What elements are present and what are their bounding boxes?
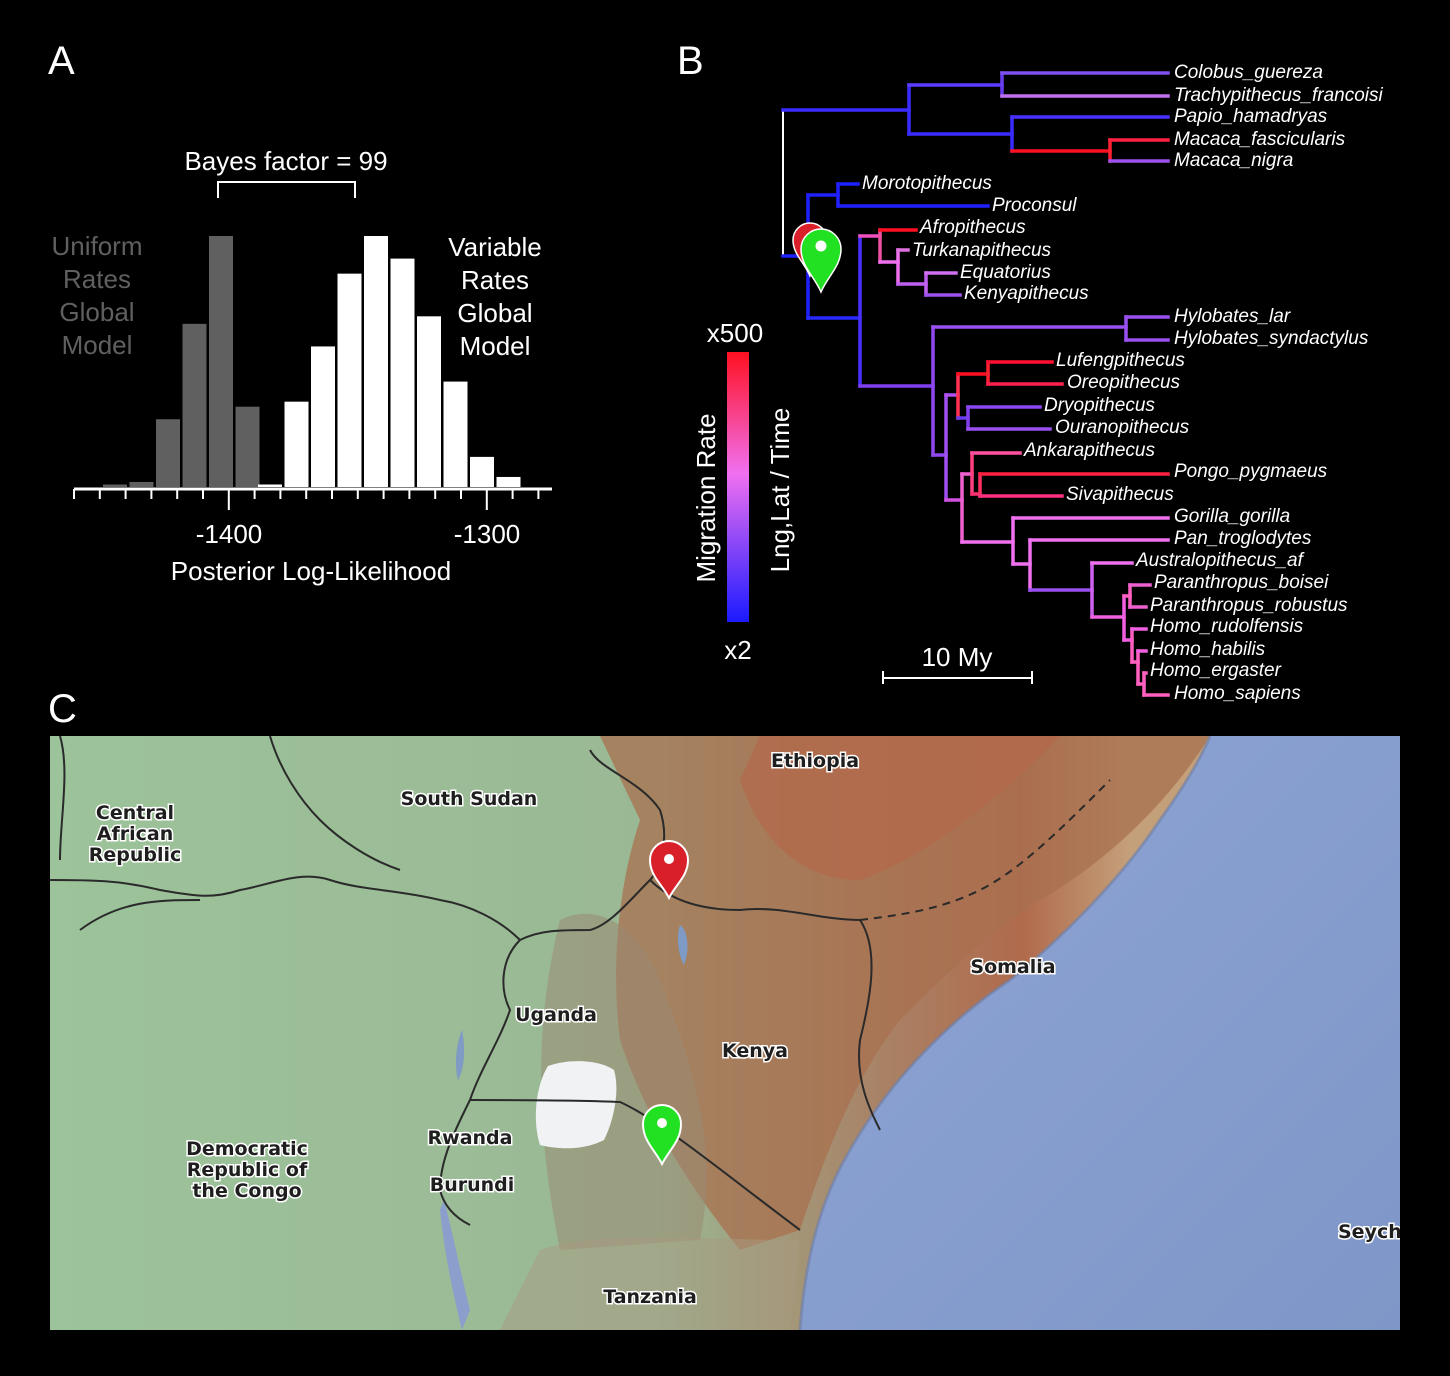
taxon-label: Proconsul: [992, 195, 1077, 216]
map-label-uganda: Uganda: [515, 1004, 597, 1026]
taxon-labels: Colobus_guereza Trachypithecus_francoisi…: [862, 62, 1384, 704]
uniform-bar: [156, 419, 180, 487]
variable-bar: [390, 258, 415, 487]
bayes-bracket: [217, 181, 356, 198]
colorbar: [727, 352, 749, 622]
taxon-label: Paranthropus_robustus: [1150, 595, 1348, 616]
variable-bar: [311, 346, 335, 487]
variable-bars: [258, 236, 521, 487]
uniform-bar: [209, 236, 233, 487]
tree-green-marker-icon: [800, 228, 842, 294]
variable-bar: [417, 316, 441, 487]
taxon-label: Macaca_nigra: [1174, 150, 1293, 171]
lake-victoria: [535, 1061, 617, 1149]
taxon-label: Australopithecus_af: [1135, 550, 1305, 571]
uniform-bar: [129, 481, 154, 487]
taxon-label: Pan_troglodytes: [1174, 528, 1312, 549]
map-label-ethiopia: Ethiopia: [771, 750, 859, 772]
map-label-somalia: Somalia: [970, 956, 1055, 978]
uniform-bar: [103, 484, 127, 487]
taxon-label: Gorilla_gorilla: [1174, 506, 1290, 527]
svg-text:Global: Global: [457, 298, 532, 328]
taxon-label: Lufengpithecus: [1056, 350, 1185, 371]
taxon-label: Homo_rudolfensis: [1150, 616, 1304, 637]
colorbar-title: Migration Rate: [691, 413, 721, 582]
variable-bar: [337, 273, 362, 487]
scale-bar: [882, 671, 1033, 684]
taxon-label: Homo_ergaster: [1150, 660, 1282, 681]
taxon-label: Turkanapithecus: [912, 240, 1052, 261]
variable-bar: [364, 236, 388, 487]
uniform-bar: [182, 323, 207, 487]
panel-c-letter: C: [48, 687, 77, 731]
phylogenetic-tree: [781, 71, 1170, 697]
variable-bar: [470, 456, 494, 487]
taxon-label: Paranthropus_boisei: [1154, 572, 1329, 593]
taxon-label: Ankarapithecus: [1023, 440, 1155, 461]
histogram-chart: -1400 -1300 Posterior Log-Likelihood Bay…: [51, 146, 552, 586]
map-label-burundi: Burundi: [430, 1174, 515, 1196]
svg-text:Model: Model: [62, 330, 133, 360]
taxon-label: Homo_sapiens: [1174, 683, 1301, 704]
colorbar-top-label: x500: [707, 318, 763, 348]
map-label-car-2: African: [97, 823, 173, 845]
taxon-label: Oreopithecus: [1067, 372, 1181, 393]
uniform-bars: [103, 236, 260, 487]
map-label-car-3: Republic: [89, 844, 182, 866]
taxon-label: Colobus_guereza: [1174, 62, 1323, 83]
bayes-factor-label: Bayes factor = 99: [184, 146, 387, 176]
colorbar-subtitle: Lng,Lat / Time: [765, 408, 795, 573]
svg-text:Rates: Rates: [63, 264, 131, 294]
taxon-label: Hylobates_lar: [1174, 306, 1291, 327]
tick-label-1300: -1300: [454, 519, 521, 549]
taxon-label: Papio_hamadryas: [1174, 106, 1328, 127]
uniform-bar: [235, 406, 260, 487]
variable-bar: [284, 401, 309, 487]
taxon-label: Homo_habilis: [1150, 639, 1266, 660]
colorbar-bottom-label: x2: [724, 635, 751, 665]
variable-bar: [258, 484, 282, 487]
map-red-marker-icon[interactable]: [648, 840, 690, 901]
taxon-label: Trachypithecus_francoisi: [1174, 85, 1384, 106]
taxon-label: Morotopithecus: [862, 173, 992, 194]
map-label-car-1: Central: [96, 802, 174, 824]
taxon-label: Dryopithecus: [1044, 395, 1155, 416]
taxon-label: Equatorius: [960, 262, 1051, 283]
map-label-kenya: Kenya: [722, 1040, 788, 1062]
variable-model-label: Variable Rates Global Model: [448, 232, 541, 361]
map-label-drc-3: the Congo: [192, 1180, 301, 1202]
taxon-label: Afropithecus: [919, 217, 1026, 238]
taxon-label: Hylobates_syndactylus: [1174, 328, 1369, 349]
taxon-label: Sivapithecus: [1066, 484, 1174, 505]
svg-text:Global: Global: [59, 297, 134, 327]
scale-bar-label: 10 My: [922, 642, 993, 672]
uniform-model-label: Uniform Rates Global Model: [51, 231, 142, 360]
map-label-south-sudan: South Sudan: [401, 788, 538, 810]
taxon-label: Ouranopithecus: [1055, 417, 1190, 438]
variable-bar: [496, 476, 521, 487]
variable-bar: [443, 381, 468, 487]
map-label-rwanda: Rwanda: [428, 1127, 513, 1149]
panel-a-letter: A: [48, 39, 75, 83]
panel-b-letter: B: [677, 39, 704, 83]
map-green-marker-icon[interactable]: [641, 1104, 683, 1167]
x-axis-label: Posterior Log-Likelihood: [171, 556, 451, 586]
map[interactable]: Ethiopia South Sudan Central African Rep…: [50, 736, 1421, 1330]
svg-text:Variable: Variable: [448, 232, 541, 262]
svg-text:Uniform: Uniform: [51, 231, 142, 261]
map-label-tanzania: Tanzania: [603, 1286, 697, 1308]
map-label-drc-2: Republic of: [187, 1159, 308, 1181]
taxon-label: Kenyapithecus: [964, 283, 1089, 304]
map-label-drc-1: Democratic: [186, 1138, 308, 1160]
svg-text:Model: Model: [460, 331, 531, 361]
svg-text:Rates: Rates: [461, 265, 529, 295]
taxon-label: Macaca_fascicularis: [1174, 129, 1346, 150]
map-label-seychelles: Seychel: [1338, 1221, 1421, 1243]
taxon-label: Pongo_pygmaeus: [1174, 461, 1328, 482]
x-axis-ticks: [73, 489, 540, 510]
tick-label-1400: -1400: [196, 519, 263, 549]
